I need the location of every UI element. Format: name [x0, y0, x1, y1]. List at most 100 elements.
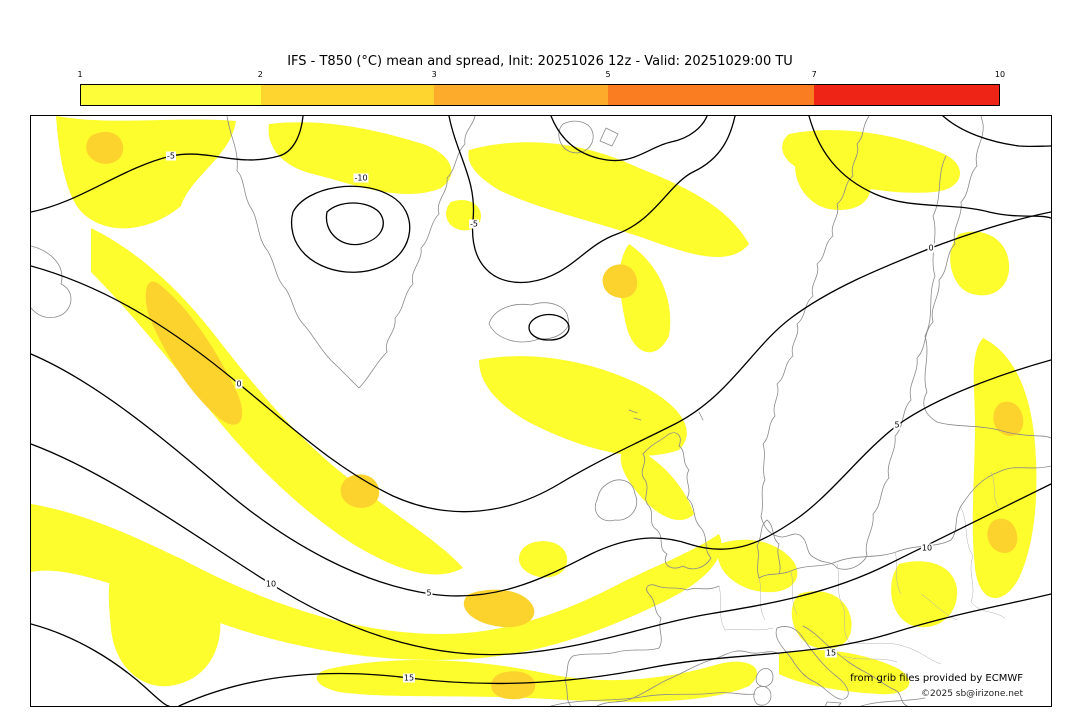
contour-line: [325, 202, 384, 246]
colorbar-tick: 7: [811, 70, 817, 79]
coastline-north-africa: [860, 697, 926, 706]
coastline-baffin: [31, 245, 72, 319]
coastline-sicily: [824, 701, 842, 706]
spread-area-2: [145, 281, 243, 425]
colorbar-segment: [434, 85, 608, 105]
contour-line: [178, 593, 1051, 706]
country-border: [960, 507, 1006, 619]
coastline-adriatic-balkans: [802, 625, 908, 706]
contour-line: [550, 116, 708, 162]
coastline-ireland: [594, 479, 638, 522]
colorbar-bar: [80, 84, 1000, 106]
country-border: [848, 641, 942, 665]
country-border: [718, 585, 726, 631]
map-canvas: [31, 116, 1051, 706]
spread-area-2: [993, 401, 1024, 437]
coastline-svalbard: [558, 120, 594, 154]
country-border: [842, 655, 898, 663]
coastline-bothnia-finland: [923, 155, 1051, 439]
country-border: [724, 627, 774, 631]
colorbar-segment: [813, 85, 999, 105]
coastline-scandinavia: [760, 116, 984, 570]
coastline-iceland: [488, 302, 570, 343]
spread-area: [31, 504, 722, 660]
coastline-sardinia: [753, 686, 772, 706]
country-border: [836, 563, 850, 643]
spread-area: [56, 116, 236, 229]
coastline-britain: [641, 432, 712, 570]
colorbar-tick: 10: [994, 70, 1006, 79]
colorbar-tick: 3: [431, 70, 437, 79]
contour-label: -5: [166, 151, 176, 161]
spread-area: [620, 444, 694, 521]
country-border: [990, 471, 1000, 509]
country-border: [894, 551, 902, 595]
chart-title: IFS - T850 (°C) mean and spread, Init: 2…: [287, 54, 793, 69]
country-border: [758, 577, 766, 621]
colorbar-tick-row: 1 2 3 5 7 10: [77, 70, 1005, 82]
spread-area: [782, 130, 961, 193]
spread-area-2: [463, 589, 535, 628]
contour-line: [808, 116, 1051, 219]
colorbar-tick: 5: [605, 70, 611, 79]
contour-line: [31, 353, 1051, 597]
country-border: [790, 571, 798, 615]
spread-area-2: [86, 131, 124, 164]
contour-label: 15: [402, 673, 416, 683]
coastline-svalbard: [599, 127, 619, 147]
copyright-credit: ©2025 sb@irizone.net: [921, 689, 1023, 699]
colorbar-segment: [607, 85, 814, 105]
coastline-denmark: [756, 519, 781, 579]
contour-label: 10: [920, 543, 934, 553]
coastline-greenland: [226, 116, 476, 389]
spread-area: [479, 356, 687, 456]
coastline-north-africa: [550, 692, 756, 706]
spread-fill-layer-2: [86, 131, 1024, 700]
coastline-faroe: [628, 409, 642, 421]
spread-colorbar: 1 2 3 5 7 10: [77, 70, 1005, 110]
contour-label: -10: [353, 173, 369, 183]
border-layer: [718, 471, 1006, 665]
contour-line: [448, 116, 736, 284]
coastline-corsica: [755, 668, 774, 687]
spread-area: [468, 142, 749, 257]
spread-area: [779, 649, 910, 695]
contour-label: 0: [235, 379, 243, 389]
contour-label: 5: [893, 420, 901, 430]
coastline-shetland: [698, 411, 704, 421]
contour-line: [290, 185, 411, 273]
contour-layer: [31, 116, 1051, 706]
spread-area-2: [340, 474, 380, 508]
contour-line: [31, 116, 304, 213]
colorbar-tick: 1: [77, 70, 83, 79]
contour-label: 5: [425, 588, 433, 598]
colorbar-segment: [260, 85, 435, 105]
coastline-italy: [775, 626, 849, 700]
spread-area: [791, 591, 852, 649]
contour-label: 15: [824, 648, 838, 658]
contour-label: 0: [927, 243, 935, 253]
spread-area: [268, 122, 452, 194]
spread-area: [316, 659, 758, 702]
contour-line: [528, 313, 570, 341]
provider-credit: from grib files provided by ECMWF: [850, 673, 1023, 684]
spread-area-2: [491, 671, 536, 700]
contour-line: [942, 116, 1051, 148]
contour-label: -5: [469, 219, 479, 229]
coastline-france-iberia: [564, 584, 720, 706]
coastline-mediterranean: [596, 650, 780, 706]
contour-line: [31, 623, 170, 706]
spread-area: [108, 551, 221, 687]
country-border: [920, 593, 958, 621]
spread-area: [891, 561, 958, 628]
spread-area: [518, 541, 568, 578]
spread-area: [619, 244, 671, 353]
spread-area-2: [987, 518, 1018, 554]
map-panel: -5 -10 -5 0 0 5 5 10 10 15 15 from grib …: [30, 115, 1052, 707]
colorbar-tick: 2: [257, 70, 263, 79]
spread-area: [91, 228, 463, 575]
spread-area-2: [602, 264, 638, 299]
contour-line: [31, 443, 1051, 656]
spread-area: [950, 231, 1010, 296]
